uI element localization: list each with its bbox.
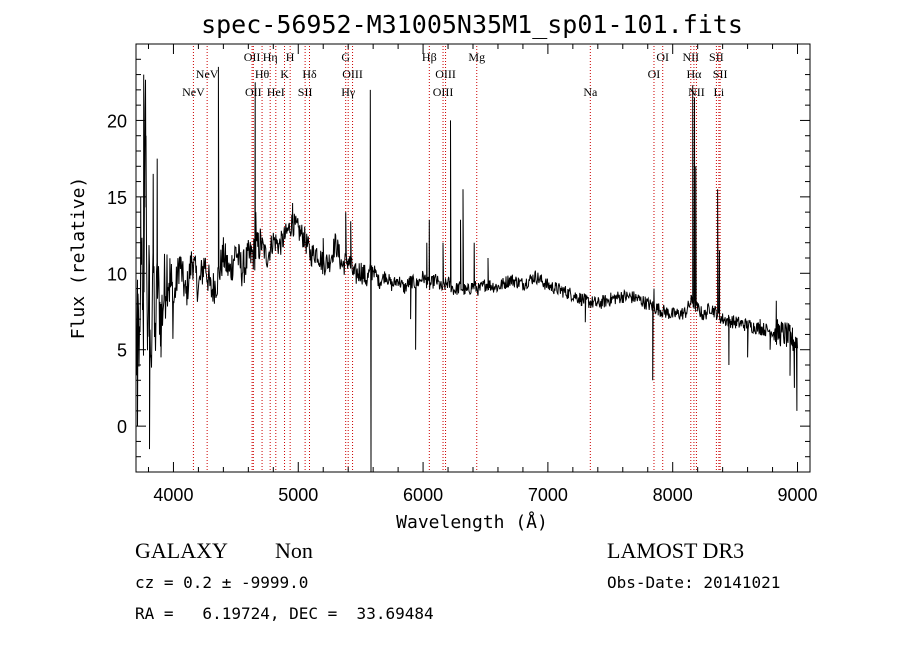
line-marker-label: H — [286, 50, 295, 64]
line-markers — [192, 46, 721, 472]
x-tick-label: 8000 — [653, 485, 693, 505]
y-axis-ticks: 0 5 10 15 20 — [107, 58, 810, 458]
line-marker-label: SII — [713, 67, 728, 81]
coordinates-readout: RA = 6.19724, DEC = 33.69484 — [135, 604, 434, 623]
x-axis-label: Wavelength (Å) — [396, 511, 548, 533]
line-marker-label: Mg — [468, 50, 485, 64]
survey-name: LAMOST DR3 — [607, 538, 744, 563]
x-tick-label: 4000 — [153, 485, 193, 505]
line-marker-label: OIII — [433, 85, 454, 99]
line-marker-label: Na — [583, 85, 598, 99]
redshift-readout: cz = 0.2 ± -9999.0 — [135, 573, 308, 592]
line-marker-label: HeI — [267, 85, 285, 99]
line-marker-label: OI — [648, 67, 661, 81]
x-tick-label: 5000 — [278, 485, 318, 505]
line-marker-label: Hδ — [302, 67, 317, 81]
line-marker-label: Li — [714, 85, 725, 99]
line-marker-label: OII — [245, 85, 262, 99]
y-tick-label: 0 — [117, 417, 127, 437]
line-marker-label: NeV — [182, 85, 205, 99]
observation-date: Obs-Date: 20141021 — [607, 573, 780, 592]
line-marker-label: NII — [682, 50, 699, 64]
line-marker-label: Hθ — [255, 67, 270, 81]
line-marker-label: Hα — [686, 67, 702, 81]
y-tick-label: 10 — [107, 264, 127, 284]
line-marker-label: NII — [688, 85, 705, 99]
object-class: GALAXY — [135, 538, 228, 563]
y-tick-label: 20 — [107, 111, 127, 131]
line-marker-label: OIII — [342, 67, 363, 81]
line-marker-label: OIII — [435, 67, 456, 81]
line-marker-label: SII — [298, 85, 313, 99]
plot-frame — [135, 43, 811, 473]
line-marker-label: Hη — [263, 50, 278, 64]
y-axis-label: Flux (relative) — [68, 177, 89, 340]
line-marker-label: OI — [656, 50, 669, 64]
line-marker-label: Hβ — [422, 50, 437, 64]
line-marker-label: NeV — [196, 67, 219, 81]
line-marker-labels: NeV NeV OII OII Hθ Hη HeI KH Hδ SII G OIII Hγ Hβ OIII O… — [182, 50, 727, 99]
line-marker-label: Hγ — [341, 85, 356, 99]
x-tick-label: 6000 — [403, 485, 443, 505]
line-marker-label: G — [341, 50, 350, 64]
y-tick-label: 5 — [117, 341, 127, 361]
x-axis-ticks: 4000 5000 6000 7000 8000 9000 — [147, 44, 818, 505]
line-marker-label: OII — [244, 50, 261, 64]
x-tick-label: 9000 — [777, 485, 817, 505]
line-marker-label: K — [280, 67, 289, 81]
spectrum-line — [135, 66, 798, 473]
y-tick-label: 15 — [107, 188, 127, 208]
chart-title: spec-56952-M31005N35M1_sp01-101.fits — [201, 10, 743, 39]
object-subclass: Non — [275, 538, 313, 563]
line-marker-label: SII — [709, 50, 724, 64]
x-tick-label: 7000 — [528, 485, 568, 505]
